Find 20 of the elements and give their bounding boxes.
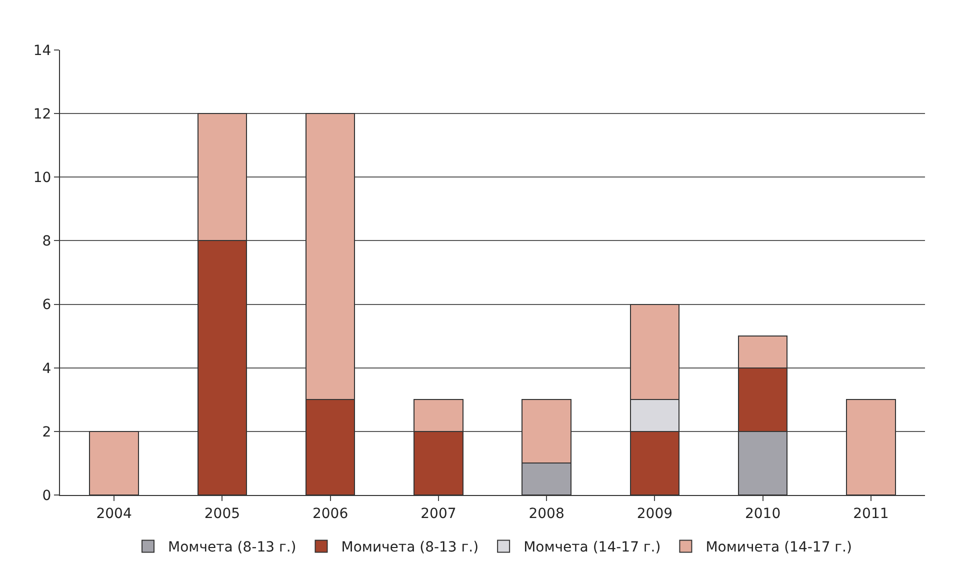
x-tick-label: 2010 [744,506,781,522]
x-tick-label: 2006 [312,506,348,522]
x-tick-label: 2008 [528,506,564,522]
legend-label: Момичета (14-17 г.) [706,540,852,556]
y-tick-label: 10 [33,170,52,186]
y-tick-label: 14 [33,42,52,59]
x-tick-label: 2011 [853,506,889,522]
legend-label: Момчета (14-17 г.) [524,540,661,556]
y-tick-label: 2 [42,424,52,440]
y-tick-label: 6 [42,297,52,314]
x-tick-label: 2004 [96,506,132,522]
legend-label: Момчета (8-13 г.) [168,540,296,556]
x-tick-label: 2005 [204,506,240,522]
y-tick-label: 12 [33,106,52,122]
x-tick-label: 2009 [636,506,673,522]
y-tick-label: 0 [42,488,52,504]
x-tick-label: 2007 [420,506,456,522]
y-tick-label: 8 [42,234,52,250]
y-tick-label: 4 [42,360,52,377]
legend-label: Момичета (8-13 г.) [341,540,479,556]
